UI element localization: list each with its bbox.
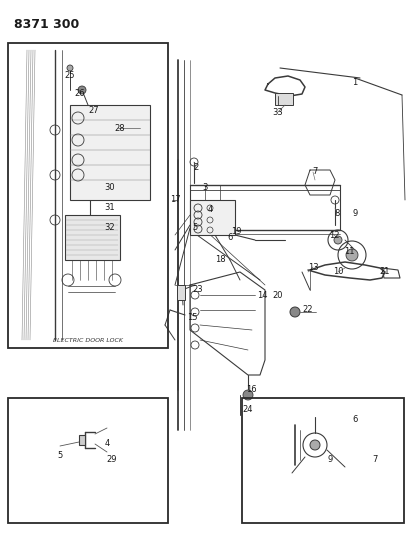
Text: 8371 300: 8371 300 [14, 18, 79, 31]
Text: 7: 7 [312, 167, 317, 176]
Bar [274, 93, 292, 105]
Text: 30: 30 [104, 183, 115, 192]
Bar [79, 435, 85, 445]
Circle shape [333, 236, 341, 244]
Text: 12: 12 [328, 230, 338, 239]
Text: 20: 20 [272, 290, 283, 300]
Text: 8: 8 [333, 208, 339, 217]
Text: 11: 11 [343, 247, 353, 256]
Bar [8, 398, 168, 523]
Text: 4: 4 [104, 440, 109, 448]
Text: 15: 15 [186, 313, 197, 322]
Text: 17: 17 [169, 196, 180, 205]
Bar [189, 200, 234, 235]
Text: 28: 28 [115, 124, 125, 133]
Bar [241, 398, 403, 523]
Text: 6: 6 [227, 232, 232, 241]
Circle shape [345, 249, 357, 261]
Text: 3: 3 [202, 183, 207, 192]
Text: 13: 13 [307, 262, 317, 271]
Bar [65, 215, 120, 260]
Text: 4: 4 [207, 206, 212, 214]
Text: 23: 23 [192, 286, 203, 295]
Circle shape [67, 65, 73, 71]
Circle shape [309, 440, 319, 450]
Circle shape [289, 307, 299, 317]
Text: 18: 18 [214, 255, 225, 264]
Bar [177, 285, 184, 300]
Text: 16: 16 [245, 385, 256, 394]
Text: 7: 7 [371, 456, 377, 464]
Text: 1: 1 [351, 77, 357, 86]
Text: 21: 21 [379, 268, 389, 277]
Text: ELECTRIC DOOR LOCK: ELECTRIC DOOR LOCK [53, 338, 123, 343]
Text: 22: 22 [302, 305, 312, 314]
Circle shape [243, 390, 252, 400]
Bar [8, 43, 168, 348]
Text: 26: 26 [74, 88, 85, 98]
Circle shape [78, 86, 86, 94]
Text: 27: 27 [88, 106, 99, 115]
Text: 9: 9 [326, 456, 332, 464]
Text: 2: 2 [193, 164, 198, 173]
Bar [70, 105, 150, 200]
Text: 6: 6 [351, 416, 357, 424]
Text: 19: 19 [230, 228, 240, 237]
Text: 25: 25 [65, 70, 75, 79]
Text: 33: 33 [272, 108, 283, 117]
Text: 5: 5 [57, 451, 63, 461]
Text: 10: 10 [332, 268, 342, 277]
Text: 5: 5 [192, 223, 197, 232]
Text: 14: 14 [256, 290, 267, 300]
Text: 24: 24 [242, 406, 253, 415]
Text: 32: 32 [104, 223, 115, 232]
Text: 29: 29 [106, 456, 117, 464]
Text: 31: 31 [104, 204, 115, 213]
Text: 9: 9 [351, 208, 357, 217]
